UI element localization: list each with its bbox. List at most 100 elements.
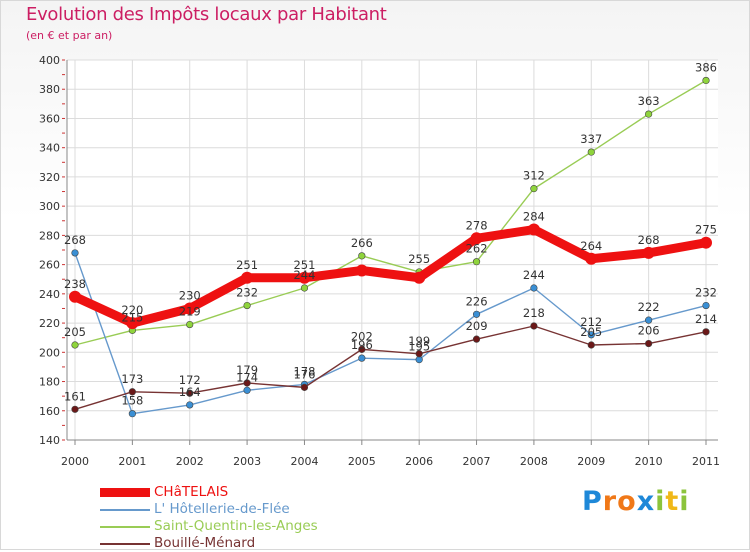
series-2-point xyxy=(415,350,423,358)
chart-subtitle: (en € et par an) xyxy=(26,29,113,42)
data-label: 179 xyxy=(236,363,258,377)
y-tick-label: 400 xyxy=(39,54,60,67)
data-label: 172 xyxy=(179,373,201,387)
data-label: 202 xyxy=(351,329,373,343)
data-label: 244 xyxy=(523,268,545,282)
data-label: 230 xyxy=(179,288,201,302)
legend-label-bouille: Bouillé-Ménard xyxy=(154,535,256,551)
data-label: 205 xyxy=(580,325,602,339)
logo-letter: i xyxy=(655,486,666,517)
data-label: 176 xyxy=(293,367,315,381)
y-tick-label: 180 xyxy=(39,376,60,389)
data-label: 218 xyxy=(523,306,545,320)
series-3-line xyxy=(70,225,711,328)
x-tick-label: 2007 xyxy=(463,455,491,468)
series-2-point xyxy=(587,341,595,349)
series-3-point xyxy=(642,246,655,259)
series-1-point xyxy=(243,386,251,394)
series-0-point xyxy=(300,284,309,292)
data-label: 255 xyxy=(408,252,430,266)
data-label: 214 xyxy=(695,312,717,326)
proxiti-logo: Proxiti xyxy=(582,486,690,517)
x-tick-label: 2008 xyxy=(520,455,548,468)
series-2-line xyxy=(74,325,707,411)
series-2-point xyxy=(71,405,79,413)
x-tick-label: 2002 xyxy=(176,455,204,468)
series-3-point xyxy=(69,290,81,303)
y-tick-label: 220 xyxy=(39,317,60,330)
series-3-point xyxy=(298,271,311,284)
data-label: 386 xyxy=(695,60,717,74)
series-0-line xyxy=(74,79,707,346)
series-1-point xyxy=(186,401,194,409)
series-0-point xyxy=(186,320,194,329)
series-3-point xyxy=(355,264,368,277)
series-3-point xyxy=(470,232,483,245)
y-tick-label: 280 xyxy=(39,229,60,242)
logo-letter: P xyxy=(582,486,603,517)
x-tick-label: 2010 xyxy=(635,455,663,468)
series-3-point xyxy=(183,302,196,315)
data-label: 275 xyxy=(695,223,717,237)
series-0-point xyxy=(645,110,653,118)
data-label: 164 xyxy=(179,385,201,399)
series-3-point xyxy=(413,271,426,284)
series-2-point xyxy=(243,379,251,387)
legend-swatch-bouille xyxy=(100,543,150,545)
legend-label-saint-quentin: Saint-Quentin-les-Anges xyxy=(154,518,318,534)
y-tick-label: 260 xyxy=(39,259,60,272)
y-tick-label: 320 xyxy=(39,171,60,184)
logo-letter: r xyxy=(602,486,618,517)
y-tick-label: 140 xyxy=(39,434,60,447)
data-label: 232 xyxy=(695,286,717,300)
series-0-point xyxy=(472,258,481,266)
data-label: 212 xyxy=(580,315,602,329)
plot-area xyxy=(67,60,718,440)
y-tick-label: 340 xyxy=(39,142,60,155)
data-label: 205 xyxy=(64,325,86,339)
series-3-point xyxy=(700,236,712,249)
legend-swatch-saint-quentin xyxy=(100,526,150,528)
data-label: 195 xyxy=(408,340,430,354)
x-tick-label: 2003 xyxy=(233,455,261,468)
series-2-point xyxy=(702,328,710,336)
data-label: 284 xyxy=(523,210,545,224)
data-label: 206 xyxy=(638,324,660,338)
data-label: 268 xyxy=(638,233,660,247)
series-2-point xyxy=(128,388,136,396)
series-1-point xyxy=(358,354,366,362)
y-tick-label: 200 xyxy=(39,346,60,359)
data-label: 215 xyxy=(121,310,143,324)
data-label: 161 xyxy=(64,389,86,403)
logo-letter: o xyxy=(617,486,637,517)
data-label: 219 xyxy=(179,305,201,319)
data-label: 174 xyxy=(236,370,258,384)
series-0-point xyxy=(71,341,79,349)
series-1-point xyxy=(71,249,79,257)
data-label: 244 xyxy=(293,268,315,282)
y-tick-label: 360 xyxy=(39,112,60,125)
series-2-point xyxy=(530,322,538,330)
series-1-line xyxy=(74,252,707,415)
x-tick-label: 2001 xyxy=(118,455,146,468)
data-label: 199 xyxy=(408,334,430,348)
series-0-point xyxy=(587,148,595,156)
series-2-point xyxy=(472,335,481,343)
data-label: 363 xyxy=(638,94,660,108)
data-label: 209 xyxy=(466,319,488,333)
data-label: 178 xyxy=(293,364,315,378)
series-1-point xyxy=(702,301,710,310)
series-0-point xyxy=(358,252,366,260)
data-label: 173 xyxy=(121,372,143,386)
data-label: 264 xyxy=(580,239,602,253)
legend-label-hotellerie: L' Hôtellerie-de-Flée xyxy=(154,501,290,517)
series-1-point xyxy=(645,316,653,324)
x-tick-label: 2009 xyxy=(577,455,605,468)
series-3-point xyxy=(585,252,598,265)
series-0-point xyxy=(702,76,710,85)
x-tick-label: 2000 xyxy=(61,455,89,468)
data-label: 222 xyxy=(638,300,660,314)
data-label: 251 xyxy=(236,258,258,272)
series-2-point xyxy=(300,383,309,391)
